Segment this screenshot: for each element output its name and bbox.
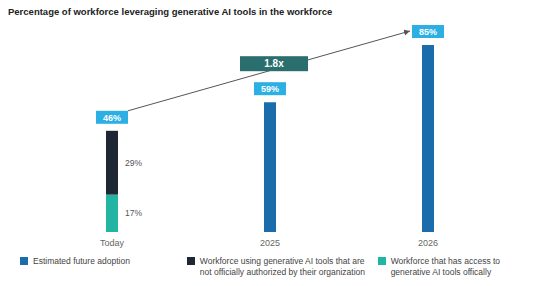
html-text:Percentage of workforce levera: Percentage of workforce leveraging gener…	[8, 6, 333, 17]
html-text:Workforce that has access to g: Workforce that has access to generative …	[390, 256, 501, 277]
svg-text:17%: 17%	[125, 208, 142, 218]
svg-text:29%: 29%	[125, 158, 142, 168]
html-text:Estimated future adoption: Estimated future adoption	[33, 256, 130, 266]
svg-text:46%: 46%	[103, 113, 121, 123]
svg-text:2026: 2026	[418, 238, 438, 248]
svg-text:59%: 59%	[261, 84, 279, 94]
svg-text:2025: 2025	[260, 238, 280, 248]
svg-text:85%: 85%	[419, 27, 437, 37]
html-text:Workforce using generative AI: Workforce using generative AI tools that…	[199, 256, 365, 277]
svg-text:1.8x: 1.8x	[264, 58, 284, 69]
svg-text:Today: Today	[100, 238, 125, 248]
